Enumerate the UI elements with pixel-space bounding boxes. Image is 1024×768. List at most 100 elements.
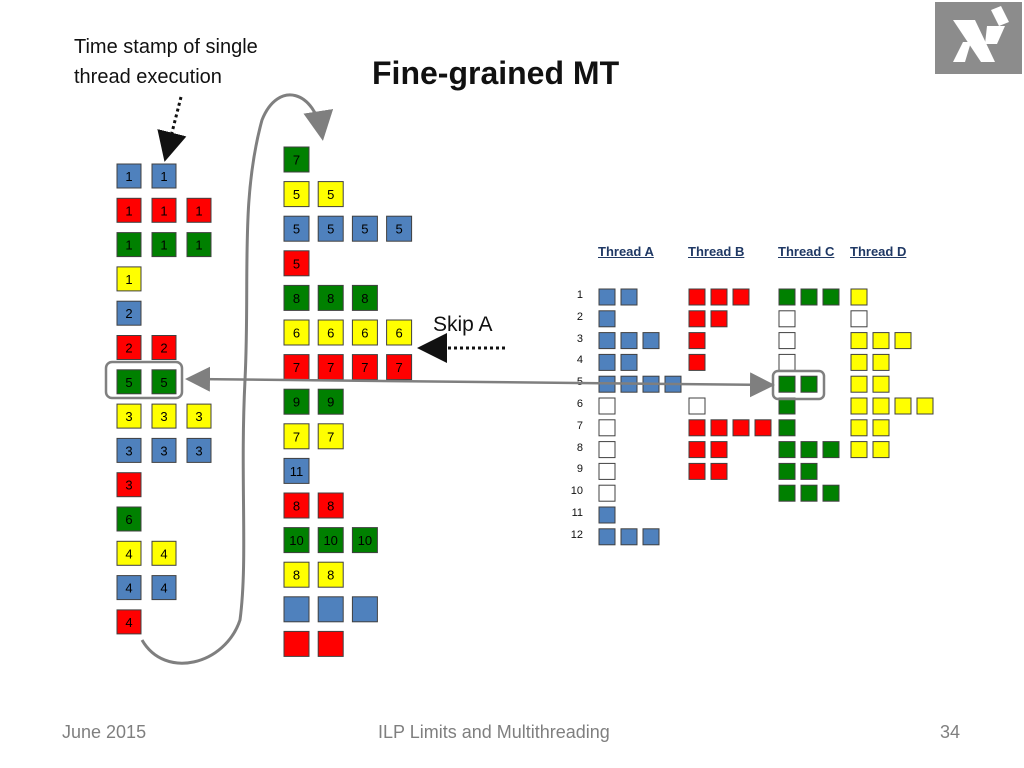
cell-label: 5 <box>361 222 368 237</box>
left-timeline-cell: 3 <box>186 437 212 463</box>
thread-empty-slot <box>598 462 616 480</box>
interleaved-cell: 7 <box>283 423 310 450</box>
interleaved-cell: 5 <box>283 215 310 242</box>
thread-slot <box>620 332 638 350</box>
cell-label: 6 <box>395 326 402 341</box>
thread-slot <box>850 288 868 306</box>
thread-slot <box>850 332 868 350</box>
cell-label: 8 <box>327 568 334 583</box>
cell-label: 1 <box>195 203 202 218</box>
interleaved-cell: 5 <box>386 215 413 242</box>
thread-slot <box>778 375 796 393</box>
cell-label: 3 <box>160 443 167 458</box>
cell-label: 6 <box>361 326 368 341</box>
interleaved-cell <box>283 630 310 657</box>
interleaved-cell: 10 <box>283 527 310 554</box>
thread-slot <box>872 375 890 393</box>
cell-label: 8 <box>293 568 300 583</box>
interleaved-cell: 5 <box>317 215 344 242</box>
thread-slot <box>598 288 616 306</box>
left-timeline-cell: 5 <box>116 369 142 395</box>
left-timeline-cell: 2 <box>151 335 177 360</box>
page-number: 34 <box>940 722 961 742</box>
thread-slot <box>778 484 796 502</box>
thread-header: Thread A <box>598 244 654 259</box>
cell-label: 5 <box>125 375 132 390</box>
interleaved-cell: 7 <box>386 354 413 381</box>
thread-slot <box>598 332 616 350</box>
interleaved-cell: 8 <box>317 492 344 519</box>
interleaved-cell <box>283 596 310 623</box>
thread-slot <box>778 419 796 437</box>
left-timeline-cell: 1 <box>186 232 212 258</box>
thread-slot <box>688 419 706 437</box>
thread-header: Thread B <box>688 244 745 259</box>
cell-label: 10 <box>323 533 337 548</box>
interleaved-cell: 8 <box>283 492 310 519</box>
highlight-box-left <box>104 360 184 400</box>
thread-slot <box>850 397 868 415</box>
thread-empty-slot <box>778 353 796 371</box>
cell-label: 3 <box>160 409 167 424</box>
thread-slot <box>894 332 912 350</box>
cell-label: 5 <box>395 222 402 237</box>
cell-label: 7 <box>293 429 300 444</box>
cell-label: 7 <box>361 360 368 375</box>
left-timeline-cell: 1 <box>116 266 142 292</box>
cell-label: 3 <box>125 443 132 458</box>
interleaved-cell: 8 <box>317 284 344 311</box>
row-number: 10 <box>570 485 583 498</box>
thread-slot <box>598 353 616 371</box>
left-timeline-cell: 3 <box>116 403 142 429</box>
cell-label: 1 <box>160 169 167 184</box>
thread-slot <box>598 310 616 328</box>
thread-slot <box>732 419 750 437</box>
cell-label: 9 <box>327 395 334 410</box>
cell-label: 3 <box>195 443 202 458</box>
thread-slot <box>688 288 706 306</box>
thread-slot <box>642 528 660 546</box>
thread-slot <box>800 484 818 502</box>
cell-label: 7 <box>293 360 300 375</box>
row-number: 12 <box>570 528 583 541</box>
university-logo-icon <box>935 2 1022 74</box>
thread-slot <box>620 288 638 306</box>
timestamp-caption: Time stamp of single thread execution <box>74 36 258 88</box>
left-timeline-cell: 1 <box>116 197 142 223</box>
left-timeline-cell: 1 <box>186 197 212 223</box>
row-number: 9 <box>576 463 583 476</box>
thread-slot <box>688 332 706 350</box>
left-timeline-cell: 1 <box>116 232 142 258</box>
left-timeline-cell: 4 <box>116 609 142 635</box>
thread-slot <box>872 441 890 459</box>
cell-label: 5 <box>293 256 300 271</box>
cell-label: 4 <box>125 581 132 596</box>
thread-slot <box>850 419 868 437</box>
left-timeline-cell: 1 <box>116 163 142 189</box>
cell-label: 2 <box>125 306 132 321</box>
interleaved-cell: 6 <box>351 319 378 346</box>
thread-slot <box>800 441 818 459</box>
interleaved-cell: 6 <box>283 319 310 346</box>
thread-empty-slot <box>688 397 706 415</box>
left-timeline-cell: 5 <box>151 369 177 395</box>
thread-slot <box>872 419 890 437</box>
skip-a-label: Skip A <box>433 313 493 336</box>
thread-slot <box>800 375 818 393</box>
thread-slot <box>688 462 706 480</box>
thread-slot <box>822 484 840 502</box>
interleaved-cell: 7 <box>317 423 344 450</box>
cell-label: 1 <box>125 203 132 218</box>
row-number: 8 <box>576 441 583 454</box>
cell-label: 4 <box>125 615 132 630</box>
thread-slot <box>850 375 868 393</box>
left-timeline-cell: 3 <box>116 472 142 498</box>
thread-slot <box>872 397 890 415</box>
cell-label: 8 <box>327 291 334 306</box>
thread-slot <box>850 441 868 459</box>
left-timeline-cell: 3 <box>116 437 142 463</box>
cell-label: 8 <box>293 499 300 514</box>
left-timeline-cell: 1 <box>151 163 177 189</box>
thread-slot <box>754 419 772 437</box>
cell-label: 5 <box>327 187 334 202</box>
